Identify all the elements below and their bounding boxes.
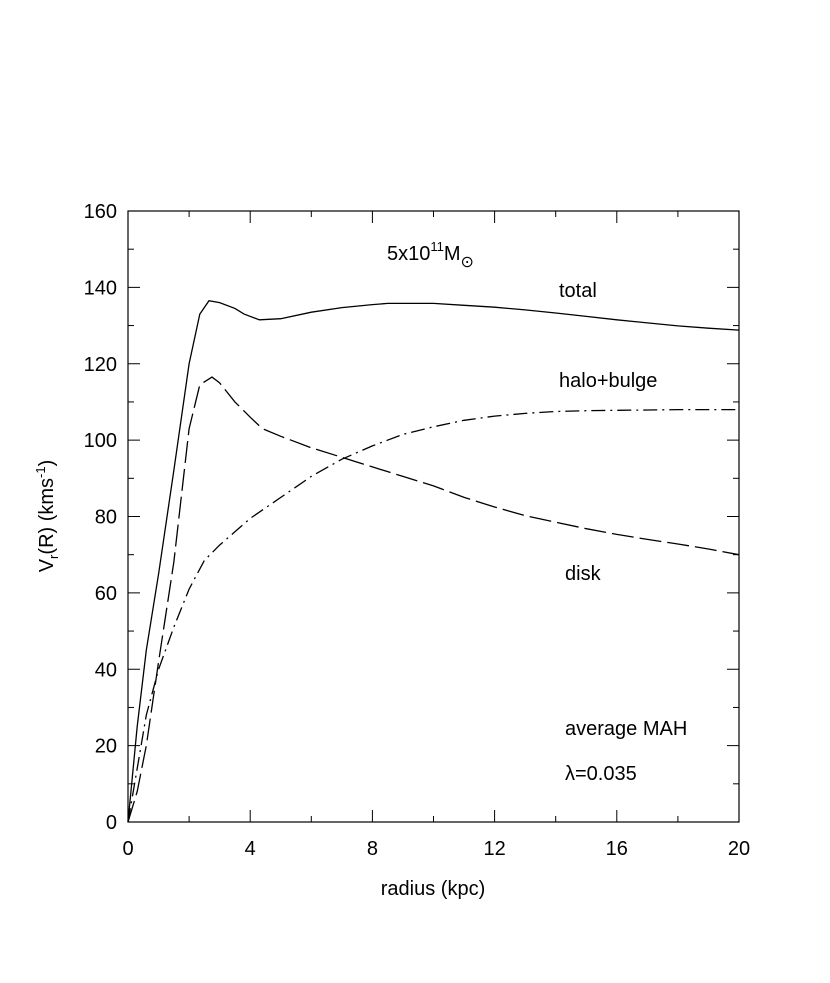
y-axis-label: Vr(R) (kms-1) bbox=[33, 460, 61, 573]
series-disk-line bbox=[127, 408, 739, 823]
tick-labels: 0 4 8 12 16 20 0 20 40 60 80 100 120 140 160 bbox=[84, 201, 751, 860]
halo-bulge-label: halo+bulge bbox=[559, 370, 657, 392]
lambda-label: λ=0.035 bbox=[565, 763, 637, 785]
series-halo-bulge-line bbox=[127, 376, 740, 823]
x-tick-label: 12 bbox=[483, 838, 505, 860]
x-tick-label: 8 bbox=[367, 838, 378, 860]
mass-annotation: 5x1011M⊙ bbox=[387, 239, 474, 271]
y-tick-label: 160 bbox=[84, 201, 117, 223]
y-tick-label: 80 bbox=[95, 507, 117, 529]
total-label: total bbox=[559, 280, 597, 302]
series-group bbox=[127, 299, 740, 823]
y-tick-label: 120 bbox=[84, 354, 117, 376]
x-axis-label: radius (kpc) bbox=[381, 878, 485, 900]
series-total-line bbox=[127, 299, 740, 823]
y-tick-label: 40 bbox=[95, 659, 117, 681]
y-tick-label: 60 bbox=[95, 583, 117, 605]
y-tick-label: 140 bbox=[84, 277, 117, 299]
y-tick-label: 0 bbox=[106, 812, 117, 834]
x-tick-label: 0 bbox=[122, 838, 133, 860]
x-tick-label: 4 bbox=[245, 838, 256, 860]
x-tick-label: 20 bbox=[728, 838, 750, 860]
disk-label: disk bbox=[565, 563, 602, 585]
average-mah-label: average MAH bbox=[565, 718, 687, 740]
y-tick-label: 20 bbox=[95, 736, 117, 758]
y-tick-label: 100 bbox=[84, 430, 117, 452]
x-tick-label: 16 bbox=[606, 838, 628, 860]
